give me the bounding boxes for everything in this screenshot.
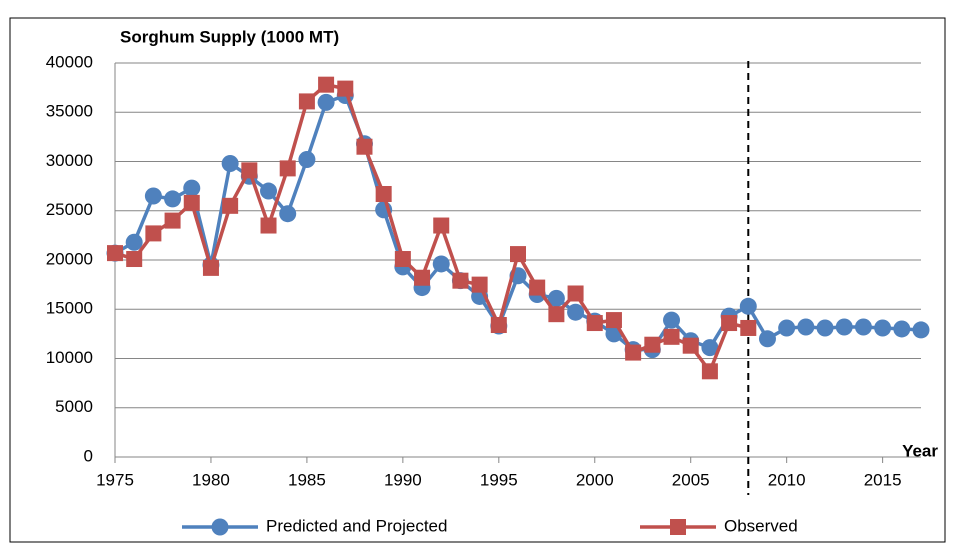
data-point	[625, 344, 642, 361]
data-point	[510, 246, 526, 263]
data-point	[260, 217, 277, 234]
data-point	[893, 320, 911, 338]
x-tick-label: 1980	[192, 470, 230, 489]
data-point	[183, 179, 201, 197]
data-point	[644, 336, 661, 353]
x-tick-label: 2015	[864, 470, 902, 489]
data-point	[567, 303, 585, 321]
data-point	[202, 259, 219, 276]
data-point	[125, 233, 143, 251]
data-point	[854, 318, 872, 336]
data-point	[778, 319, 796, 337]
data-point	[701, 363, 718, 380]
data-point	[356, 138, 373, 155]
y-tick-label: 5000	[55, 397, 93, 416]
x-tick-label: 2010	[768, 470, 806, 489]
series-line	[114, 82, 749, 374]
data-point	[183, 194, 200, 211]
data-point	[663, 328, 680, 345]
y-tick-label: 35000	[46, 102, 93, 121]
data-point	[548, 306, 565, 323]
data-point	[337, 80, 354, 97]
y-tick-label: 20000	[46, 249, 93, 268]
data-point	[126, 251, 143, 268]
data-point	[260, 182, 278, 200]
data-point	[241, 162, 258, 179]
data-point	[375, 186, 392, 203]
legend-marker	[211, 518, 229, 536]
data-point	[279, 160, 296, 177]
data-point	[835, 318, 853, 336]
data-point	[164, 212, 181, 229]
data-point	[605, 312, 622, 329]
data-point	[164, 190, 182, 208]
data-point	[701, 339, 719, 357]
data-point	[586, 315, 603, 332]
data-point	[740, 319, 757, 336]
data-point	[567, 285, 584, 302]
data-point	[144, 187, 162, 205]
data-point	[394, 251, 411, 268]
data-point	[490, 317, 507, 334]
y-tick-label: 30000	[46, 151, 93, 170]
y-tick-label: 10000	[46, 348, 93, 367]
y-tick-label: 40000	[46, 52, 93, 71]
data-point	[758, 330, 776, 348]
data-point	[318, 76, 335, 93]
data-point	[663, 311, 681, 329]
data-point	[298, 151, 316, 169]
x-tick-label: 2000	[576, 470, 614, 489]
data-point	[317, 93, 335, 111]
y-tick-label: 0	[84, 446, 93, 465]
data-point	[298, 93, 315, 110]
chart-title: Sorghum Supply (1000 MT)	[120, 27, 339, 46]
x-axis-label: Year	[902, 441, 938, 460]
data-point	[222, 197, 239, 214]
data-point	[797, 318, 815, 336]
data-point	[107, 245, 123, 262]
legend-label: Predicted and Projected	[266, 516, 447, 535]
x-tick-label: 1985	[288, 470, 326, 489]
y-tick-label: 25000	[46, 200, 93, 219]
x-tick-label: 1975	[96, 470, 134, 489]
data-point	[471, 276, 488, 293]
legend-marker	[670, 519, 686, 535]
data-point	[874, 319, 892, 337]
data-point	[912, 321, 930, 339]
x-tick-label: 1995	[480, 470, 518, 489]
legend-label: Observed	[724, 516, 798, 535]
data-point	[547, 289, 565, 307]
data-point	[452, 272, 469, 289]
data-point	[221, 154, 239, 172]
data-point	[682, 337, 699, 354]
data-point	[145, 225, 162, 242]
data-point	[529, 279, 546, 296]
data-point	[279, 205, 297, 223]
data-point	[433, 217, 450, 234]
x-tick-label: 2005	[672, 470, 710, 489]
x-tick-label: 1990	[384, 470, 422, 489]
data-point	[816, 319, 834, 337]
data-point	[739, 297, 757, 315]
data-point	[721, 315, 738, 332]
y-tick-label: 15000	[46, 299, 93, 318]
data-point	[432, 255, 450, 273]
data-point	[414, 269, 431, 286]
